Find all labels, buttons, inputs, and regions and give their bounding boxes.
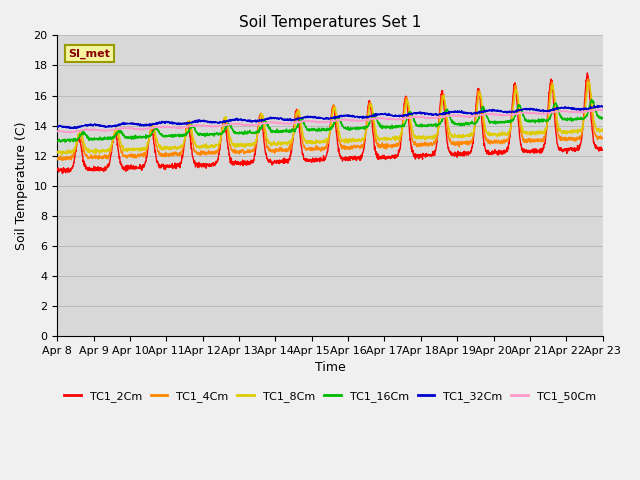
X-axis label: Time: Time — [315, 361, 346, 374]
Legend: TC1_2Cm, TC1_4Cm, TC1_8Cm, TC1_16Cm, TC1_32Cm, TC1_50Cm: TC1_2Cm, TC1_4Cm, TC1_8Cm, TC1_16Cm, TC1… — [60, 387, 600, 407]
Text: SI_met: SI_met — [68, 48, 110, 59]
Y-axis label: Soil Temperature (C): Soil Temperature (C) — [15, 121, 28, 250]
Title: Soil Temperatures Set 1: Soil Temperatures Set 1 — [239, 15, 421, 30]
